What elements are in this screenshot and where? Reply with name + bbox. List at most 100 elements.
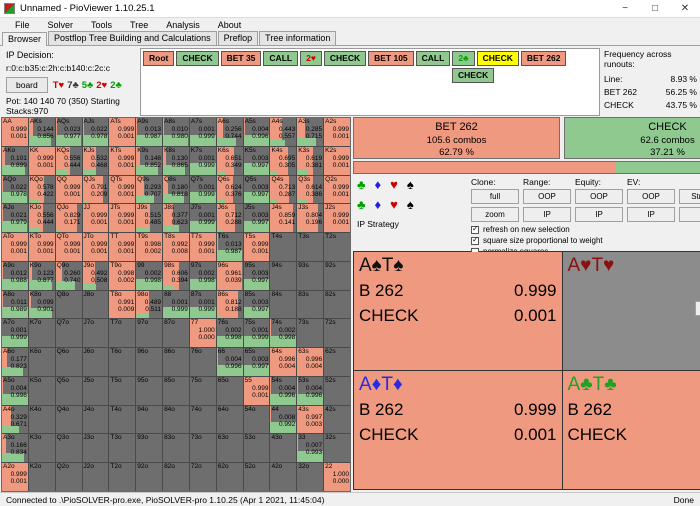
close-button[interactable]: ✕: [680, 3, 690, 14]
matrix-cell-A4s[interactable]: 0.443 0.557 A4s: [270, 118, 297, 146]
matrix-cell-T7o[interactable]: T7o: [109, 319, 136, 348]
matrix-cell-JJ[interactable]: 0.999 0.001 JJ: [82, 204, 109, 233]
matrix-cell-AKs[interactable]: 0.144 0.856 AKs: [28, 118, 55, 146]
matrix-cell-Q7o[interactable]: Q7o: [55, 319, 82, 348]
matrix-cell-93o[interactable]: 93o: [136, 434, 163, 463]
matrix-cell-K9o[interactable]: 0.123 0.877 K9o: [28, 261, 55, 290]
matrix-cell-J5o[interactable]: J5o: [82, 376, 109, 405]
matrix-cell-Q7s[interactable]: 0.001 0.999 Q7s: [189, 175, 216, 204]
matrix-cell-QTs[interactable]: 0.999 0.001 QTs: [109, 175, 136, 204]
matrix-cell-97o[interactable]: 97o: [136, 319, 163, 348]
matrix-cell-Q8s[interactable]: 0.180 0.818 Q8s: [163, 175, 189, 204]
suit-spade-icon-1-3[interactable]: ♠: [406, 197, 414, 212]
matrix-cell-AKo[interactable]: 0.101 0.899 AKo: [2, 146, 28, 175]
matrix-cell-JTo[interactable]: 0.999 0.001 JTo: [82, 233, 109, 261]
matrix-cell-A8o[interactable]: 0.011 0.989 A8o: [2, 290, 28, 319]
matrix-cell-62s[interactable]: 62s: [324, 348, 350, 376]
matrix-cell-43o[interactable]: 43o: [270, 434, 297, 463]
matrix-cell-KQo[interactable]: 0.578 0.422 KQo: [28, 175, 55, 204]
matrix-cell-A3s[interactable]: 0.285 0.715 A3s: [297, 118, 324, 146]
tree-node-8[interactable]: 2♣: [452, 51, 475, 66]
suit-row-second[interactable]: ♣ ♦ ♥ ♠: [357, 197, 431, 212]
matrix-cell-53o[interactable]: 53o: [243, 434, 270, 463]
suit-diam-icon-1-1[interactable]: ♦: [374, 197, 382, 212]
matrix-cell-J9o[interactable]: 0.492 0.508 J9o: [82, 261, 109, 290]
matrix-cell-A3o[interactable]: 0.166 0.834 A3o: [2, 434, 28, 463]
matrix-cell-K7o[interactable]: K7o: [28, 319, 55, 348]
matrix-cell-42s[interactable]: 42s: [324, 405, 350, 434]
suit-spade-icon-0-3[interactable]: ♠: [406, 177, 414, 192]
matrix-cell-KK[interactable]: 0.999 0.001 KK: [28, 146, 55, 175]
matrix-cell-98s[interactable]: 0.606 0.394 98s: [163, 261, 189, 290]
matrix-cell-83o[interactable]: 83o: [163, 434, 189, 463]
matrix-cell-32o[interactable]: 32o: [297, 463, 324, 491]
matrix-cell-Q6s[interactable]: 0.624 0.376 Q6s: [216, 175, 243, 204]
matrix-cell-AJo[interactable]: 0.021 0.979 AJo: [2, 204, 28, 233]
suit-heart-icon-1-2[interactable]: ♥: [390, 197, 398, 212]
matrix-cell-54s[interactable]: 0.004 0.996 54s: [270, 376, 297, 405]
matrix-cell-A6o[interactable]: 0.177 0.823 A6o: [2, 348, 28, 376]
matrix-cell-94o[interactable]: 94o: [136, 405, 163, 434]
matrix-cell-83s[interactable]: 83s: [297, 290, 324, 319]
matrix-cell-QJs[interactable]: 0.791 0.209 QJs: [82, 175, 109, 204]
matrix-cell-76s[interactable]: 0.002 0.998 76s: [216, 319, 243, 348]
tree-node-10[interactable]: BET 262: [520, 51, 567, 66]
minimize-button[interactable]: −: [622, 3, 628, 14]
matrix-cell-A6s[interactable]: 0.256 0.744 A6s: [216, 118, 243, 146]
matrix-cell-T2o[interactable]: T2o: [109, 463, 136, 491]
matrix-cell-QJo[interactable]: 0.829 0.171 QJo: [55, 204, 82, 233]
matrix-cell-86s[interactable]: 0.812 0.188 86s: [216, 290, 243, 319]
matrix-cell-J2o[interactable]: J2o: [82, 463, 109, 491]
matrix-cell-43s[interactable]: 0.997 0.003 43s: [297, 405, 324, 434]
matrix-cell-63o[interactable]: 63o: [216, 434, 243, 463]
matrix-cell-55[interactable]: 0.999 0.001 55: [243, 376, 270, 405]
matrix-cell-J8o[interactable]: J8o: [82, 290, 109, 319]
matrix-cell-J9s[interactable]: 0.515 0.485 J9s: [136, 204, 163, 233]
matrix-cell-T9o[interactable]: 0.998 0.002 T9o: [109, 261, 136, 290]
matrix-cell-73s[interactable]: 73s: [297, 319, 324, 348]
matrix-cell-J4o[interactable]: J4o: [82, 405, 109, 434]
matrix-cell-96o[interactable]: 96o: [136, 348, 163, 376]
matrix-cell-J5s[interactable]: 0.003 0.997 J5s: [243, 204, 270, 233]
matrix-cell-T3s[interactable]: T3s: [297, 233, 324, 261]
menu-item-about[interactable]: About: [217, 20, 242, 30]
combo-cell-0[interactable]: A♠T♠ B 262 0.999 CHECK 0.001: [354, 252, 562, 370]
suit-row-first[interactable]: ♣ ♦ ♥ ♠: [357, 177, 431, 192]
matrix-cell-A4o[interactable]: 0.329 0.671 A4o: [2, 405, 28, 434]
matrix-cell-AQs[interactable]: 0.023 0.977 AQs: [55, 118, 82, 146]
matrix-cell-52o[interactable]: 52o: [243, 463, 270, 491]
matrix-cell-T6s[interactable]: 0.013 0.987 T6s: [216, 233, 243, 261]
combo-cell-1[interactable]: A♥T♥: [562, 252, 700, 370]
matrix-cell-Q3o[interactable]: Q3o: [55, 434, 82, 463]
range-explorer-button[interactable]: Range Explorer: [695, 301, 700, 316]
matrix-cell-J2s[interactable]: 0.999 0.001 J2s: [324, 204, 350, 233]
matrix-cell-K2o[interactable]: K2o: [28, 463, 55, 491]
tree-node-0[interactable]: Root: [143, 51, 175, 66]
matrix-cell-A2s[interactable]: 0.999 0.001 A2s: [324, 118, 350, 146]
matrix-cell-K3o[interactable]: K3o: [28, 434, 55, 463]
tab-postflop-tree-building-and-calculations[interactable]: Postflop Tree Building and Calculations: [48, 31, 217, 45]
matrix-cell-86o[interactable]: 86o: [163, 348, 189, 376]
matrix-cell-84o[interactable]: 84o: [163, 405, 189, 434]
action-box-1[interactable]: CHECK 62.6 combos 37.21 %: [564, 117, 700, 159]
matrix-cell-Q4s[interactable]: 0.713 0.287 Q4s: [270, 175, 297, 204]
matrix-cell-QQ[interactable]: 0.999 0.001 QQ: [55, 175, 82, 204]
button-row2-2[interactable]: IP: [575, 207, 623, 222]
matrix-cell-94s[interactable]: 94s: [270, 261, 297, 290]
matrix-cell-KQs[interactable]: 0.556 0.444 KQs: [55, 146, 82, 175]
matrix-cell-Q2o[interactable]: Q2o: [55, 463, 82, 491]
tab-tree-information[interactable]: Tree information: [259, 31, 337, 45]
matrix-cell-95s[interactable]: 0.003 0.997 95s: [243, 261, 270, 290]
checkbox-0[interactable]: [471, 224, 479, 234]
menu-item-tools[interactable]: Tools: [91, 20, 113, 30]
tree-node-7[interactable]: CALL: [415, 51, 451, 66]
matrix-cell-K4s[interactable]: 0.695 0.305 K4s: [270, 146, 297, 175]
matrix-cell-63s[interactable]: 0.996 0.004 63s: [297, 348, 324, 376]
matrix-cell-64s[interactable]: 0.996 0.004 64s: [270, 348, 297, 376]
button-row2-0[interactable]: zoom: [471, 207, 519, 222]
matrix-cell-T5s[interactable]: 0.999 0.001 T5s: [243, 233, 270, 261]
matrix-cell-95o[interactable]: 95o: [136, 376, 163, 405]
matrix-cell-62o[interactable]: 62o: [216, 463, 243, 491]
matrix-cell-J3s[interactable]: 0.804 0.196 J3s: [297, 204, 324, 233]
matrix-cell-93s[interactable]: 93s: [297, 261, 324, 290]
